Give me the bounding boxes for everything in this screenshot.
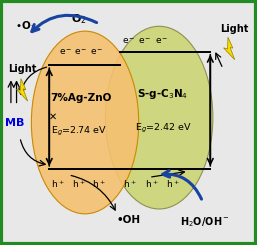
Text: O$_2$: O$_2$: [71, 12, 87, 26]
Text: E$_g$=2.74 eV: E$_g$=2.74 eV: [51, 124, 107, 138]
Text: h$^+$: h$^+$: [72, 179, 86, 190]
Text: •OH: •OH: [116, 215, 141, 225]
Text: Light: Light: [8, 64, 36, 74]
Text: ✕: ✕: [49, 111, 57, 122]
Text: h$^+$: h$^+$: [51, 179, 65, 190]
Text: h$^+$: h$^+$: [92, 179, 106, 190]
Text: h$^+$: h$^+$: [145, 179, 158, 190]
Text: e$^-$: e$^-$: [155, 36, 169, 46]
Text: 7%Ag-ZnO: 7%Ag-ZnO: [51, 93, 112, 103]
Text: e$^-$: e$^-$: [75, 47, 88, 57]
Text: e$^-$: e$^-$: [122, 36, 135, 46]
Text: •O$_2$: •O$_2$: [15, 19, 35, 33]
Ellipse shape: [105, 26, 213, 209]
Text: Light: Light: [221, 24, 249, 34]
Text: MB: MB: [5, 118, 24, 127]
Text: h$^+$: h$^+$: [123, 179, 136, 190]
Text: H$_2$O/OH$^-$: H$_2$O/OH$^-$: [180, 216, 230, 229]
Text: e$^-$: e$^-$: [90, 47, 103, 57]
Polygon shape: [16, 79, 28, 101]
Text: e$^-$: e$^-$: [59, 47, 73, 57]
Polygon shape: [224, 37, 235, 60]
Text: E$_g$=2.42 eV: E$_g$=2.42 eV: [134, 122, 191, 135]
Text: S-g-C$_3$N$_4$: S-g-C$_3$N$_4$: [137, 87, 189, 101]
Text: h$^+$: h$^+$: [167, 179, 180, 190]
Ellipse shape: [31, 31, 139, 214]
Text: e$^-$: e$^-$: [138, 36, 152, 46]
